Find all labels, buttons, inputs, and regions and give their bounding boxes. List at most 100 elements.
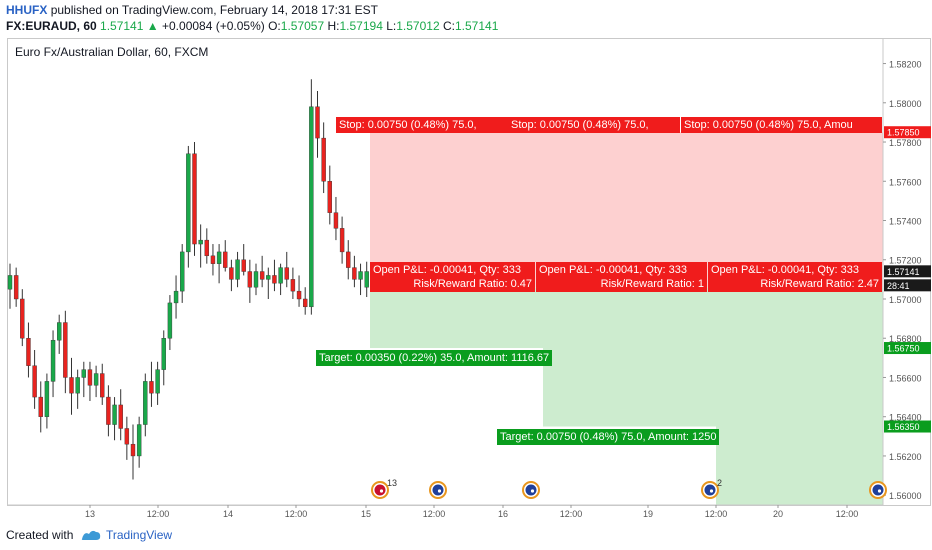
candle <box>198 239 203 245</box>
candle <box>100 373 105 398</box>
candle <box>112 404 117 425</box>
candle <box>13 275 19 300</box>
candle <box>26 338 31 366</box>
event-markers[interactable]: 13 2 <box>371 478 887 499</box>
y-tick-label: 1.57000 <box>889 295 922 305</box>
chart-canvas[interactable]: 1.56000 1.56200 1.56400 1.56600 1.56800 1.570… <box>0 0 932 520</box>
rr-label: Risk/Reward Ratio: 2.47 <box>708 275 882 292</box>
x-tick-label: 12:00 <box>423 509 446 519</box>
candle <box>130 443 136 457</box>
rr-label: Risk/Reward Ratio: 0.47 <box>370 275 535 292</box>
au-flag-event-icon[interactable] <box>869 481 887 499</box>
candle <box>93 373 99 386</box>
candle <box>192 153 197 245</box>
us-flag-event-icon[interactable]: 13 <box>371 478 397 499</box>
high-label: H: <box>327 19 340 33</box>
candle <box>44 381 50 417</box>
candle <box>87 369 93 386</box>
candle <box>155 369 160 394</box>
y-tick-label: 1.58000 <box>889 99 922 109</box>
au-flag-event-icon[interactable] <box>522 481 540 499</box>
symbol-label: FX:EURAUD, 60 <box>6 19 97 33</box>
candle <box>229 267 234 280</box>
x-tick-label: 19 <box>643 509 653 519</box>
candle <box>63 322 68 378</box>
price-tag-stop <box>884 126 931 139</box>
candle <box>364 271 369 288</box>
candles <box>7 79 369 480</box>
candle <box>358 271 363 280</box>
candle <box>7 275 13 290</box>
y-tick-label: 1.57800 <box>889 138 922 148</box>
candle <box>309 106 314 308</box>
candle <box>216 251 222 264</box>
chart-title: Euro Fx/Australian Dollar, 60, FXCM <box>15 45 209 59</box>
candle <box>136 424 142 457</box>
candle <box>272 275 277 284</box>
candle <box>124 428 130 445</box>
candle <box>173 290 179 304</box>
price-tag-target <box>884 420 931 433</box>
x-tick-label: 14 <box>223 509 233 519</box>
y-tick-label: 1.56600 <box>889 373 922 383</box>
candle <box>32 365 37 398</box>
time-axis: 13 12:00 14 12:00 15 12:00 16 12:00 19 12:00 20 12:… <box>8 504 883 519</box>
au-flag-event-icon[interactable] <box>429 481 447 499</box>
author-name[interactable]: HHUFX <box>6 3 48 17</box>
price-tag-text: 1.56350 <box>887 422 920 432</box>
ohlc-line: FX:EURAUD, 60 1.57141 ▲ +0.00084 (+0.05%… <box>6 19 498 33</box>
price-tag-text: 1.56750 <box>887 344 920 354</box>
candle <box>161 338 166 370</box>
price-tag-text: 28:41 <box>887 281 910 291</box>
y-tick-label: 1.56400 <box>889 413 922 423</box>
candle <box>149 381 154 394</box>
y-tick-label: 1.57400 <box>889 217 922 227</box>
candle <box>339 228 345 253</box>
publish-line: HHUFX published on TradingView.com, Febr… <box>6 3 378 17</box>
candle <box>321 137 326 182</box>
x-tick-label: 20 <box>773 509 783 519</box>
candle <box>20 298 25 339</box>
candle <box>186 153 191 253</box>
price-tag-text: 1.57141 <box>887 267 920 277</box>
candle <box>253 271 259 288</box>
candle <box>296 290 302 300</box>
candle <box>179 251 185 292</box>
pnl-label-line1: Open P&L: -0.00041, Qty: 333 <box>370 261 535 278</box>
candle <box>75 377 80 394</box>
high-value: 1.57194 <box>339 19 383 33</box>
candle <box>50 339 56 382</box>
x-tick-label: 15 <box>361 509 371 519</box>
candle <box>315 106 320 139</box>
candle <box>204 239 210 257</box>
candle <box>284 267 289 280</box>
rr-label: Risk/Reward Ratio: 1 <box>536 275 707 292</box>
y-tick-label: 1.58200 <box>889 60 922 70</box>
open-value: 1.57057 <box>280 19 325 33</box>
low-label: L: <box>386 19 397 33</box>
tradingview-brand[interactable]: TradingView <box>106 528 173 542</box>
candle <box>241 259 246 272</box>
candle <box>346 251 351 268</box>
au-flag-event-icon[interactable]: 2 <box>701 478 722 499</box>
publish-info: published on TradingView.com, February 1… <box>50 3 379 17</box>
x-tick-label: 12:00 <box>836 509 859 519</box>
target-zone-3[interactable] <box>716 287 883 505</box>
open-label: O: <box>268 19 281 33</box>
price-tag-text: 1.57850 <box>887 128 920 138</box>
close-value: 1.57141 <box>454 19 499 33</box>
close-label: C: <box>442 19 455 33</box>
candle <box>247 271 253 288</box>
tradingview-logo-icon[interactable] <box>80 528 102 542</box>
candle <box>235 259 240 280</box>
candle <box>259 271 265 280</box>
position-zones <box>370 132 883 505</box>
price-axis: 1.56000 1.56200 1.56400 1.56600 1.56800 1.570… <box>882 38 931 506</box>
change-arrow-icon: ▲ <box>146 19 159 33</box>
x-tick-label: 12:00 <box>285 509 308 519</box>
event-count: 2 <box>717 478 722 488</box>
low-value: 1.57012 <box>396 19 440 33</box>
change-value: +0.00084 (+0.05%) <box>162 19 265 33</box>
candle <box>223 251 228 268</box>
chart-header: HHUFX published on TradingView.com, Febr… <box>0 0 932 38</box>
